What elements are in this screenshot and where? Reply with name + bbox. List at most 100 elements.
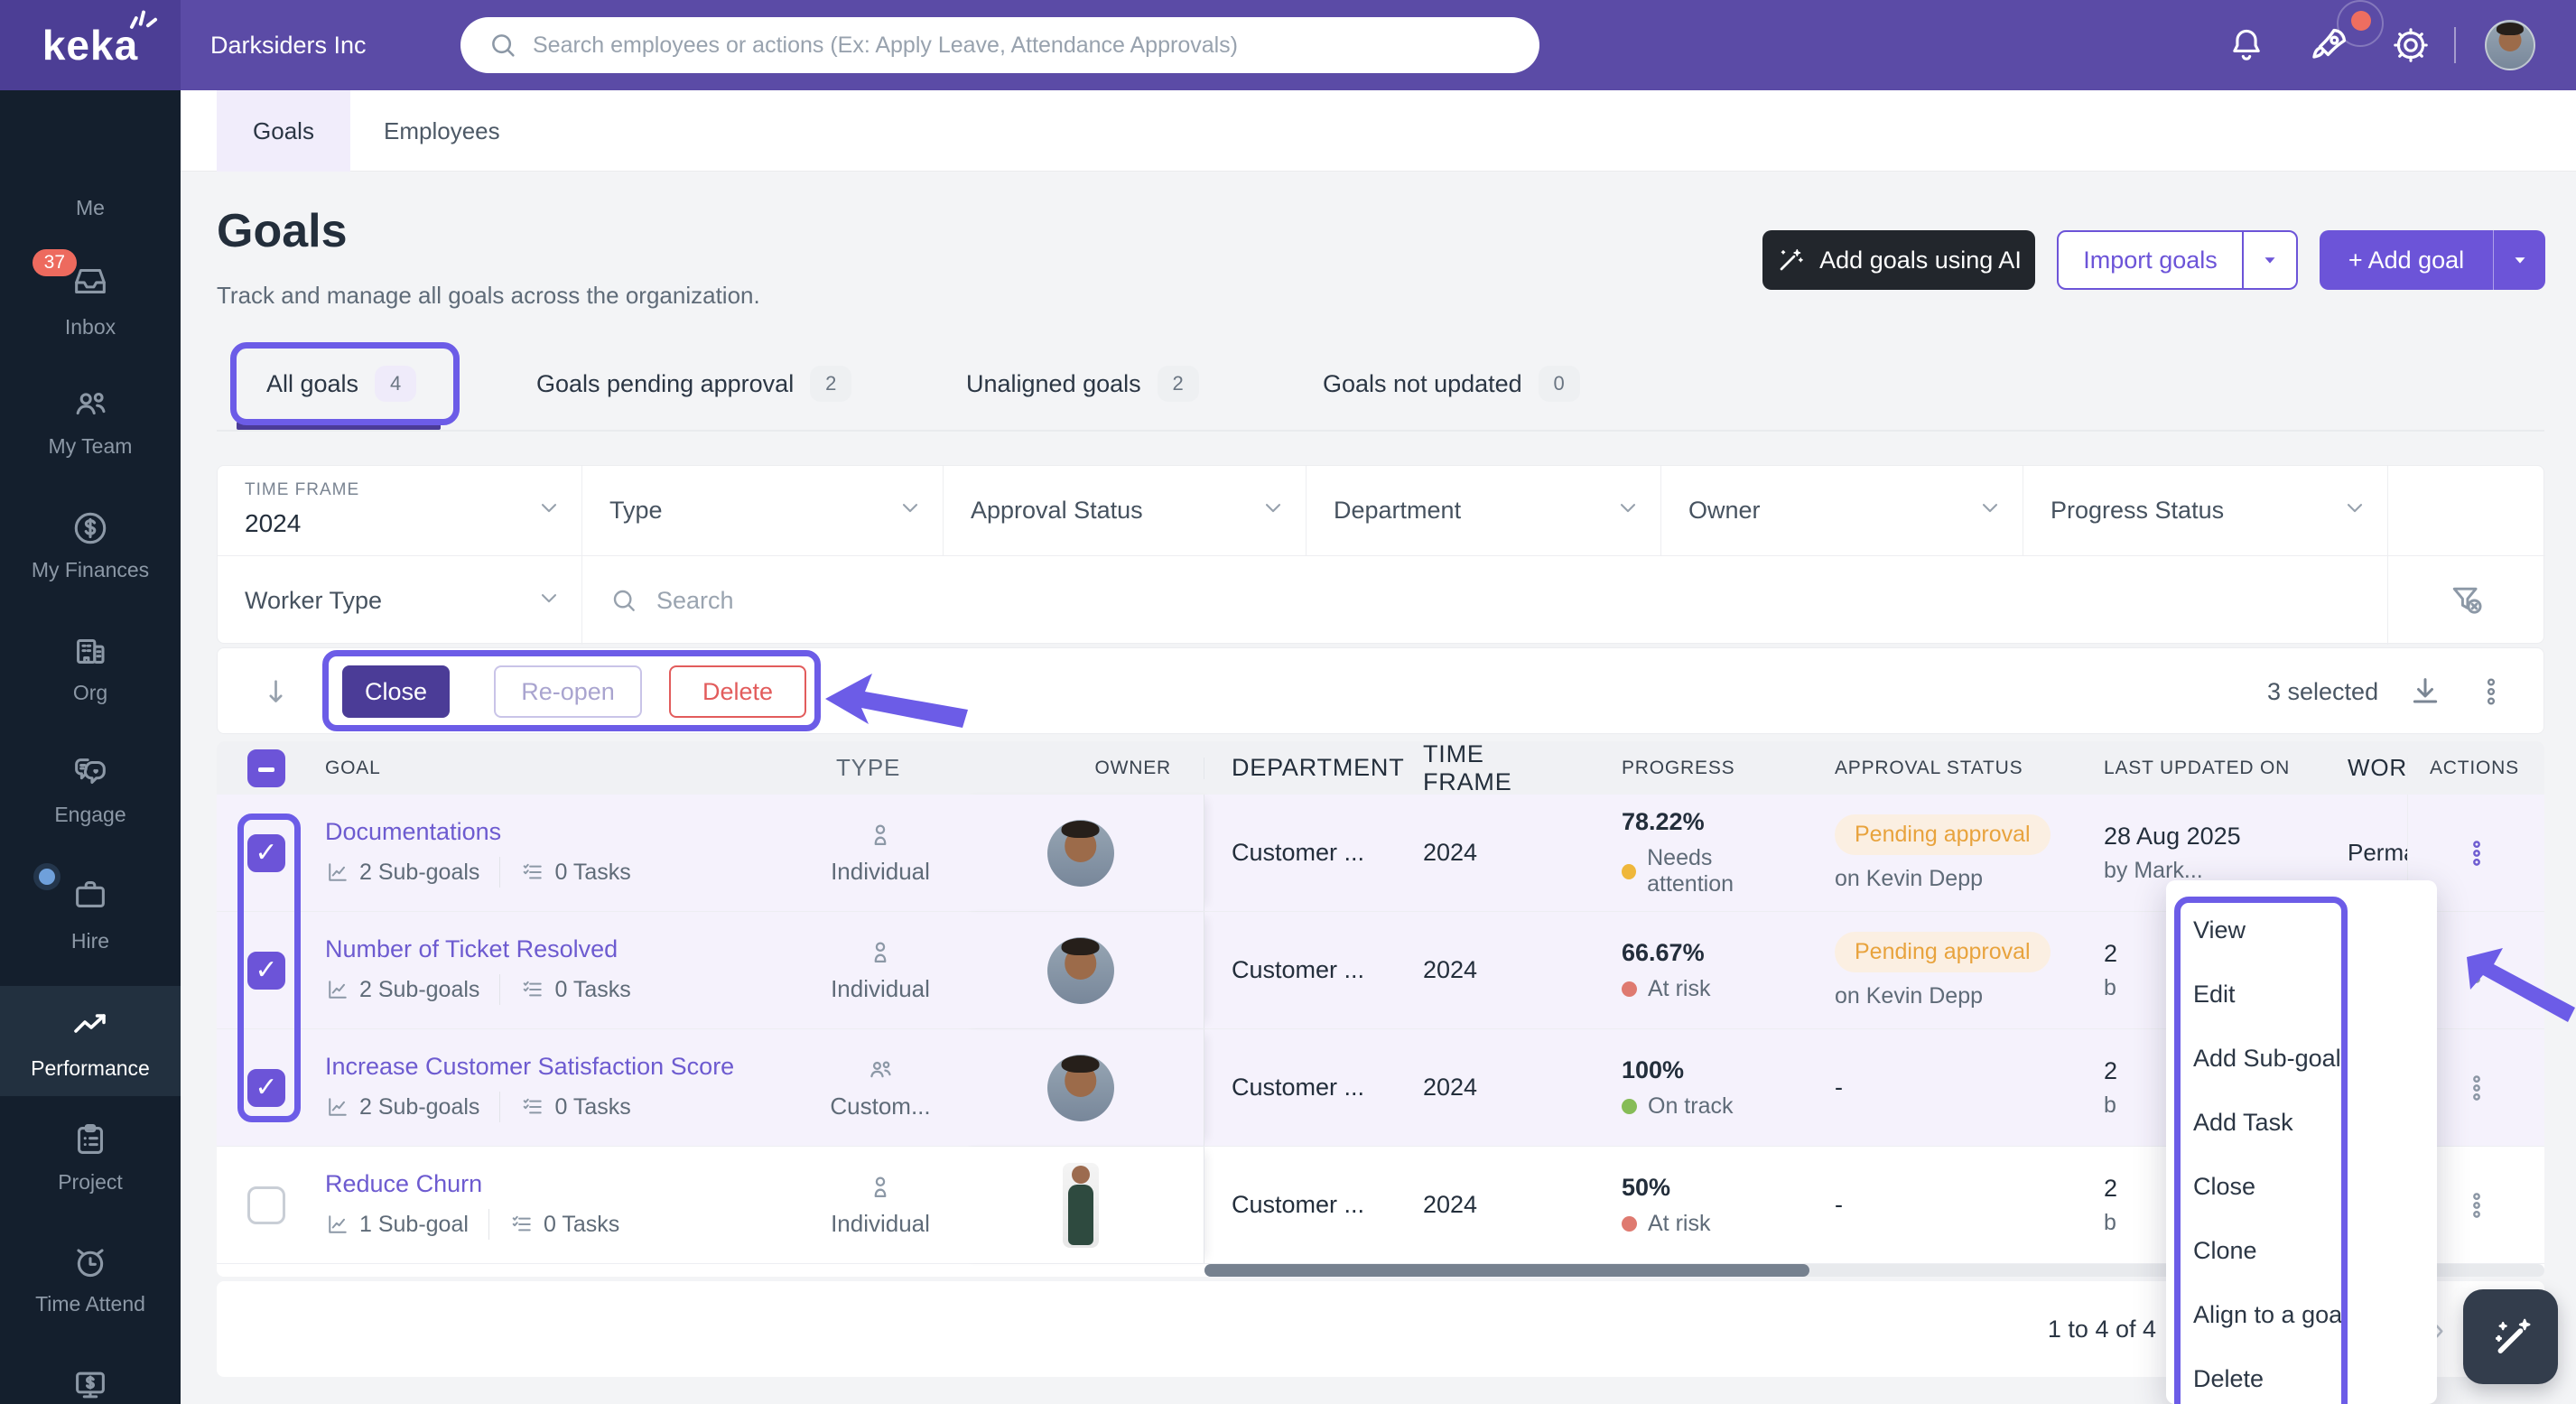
owner-avatar[interactable] — [1063, 1163, 1099, 1248]
bulk-reopen-button[interactable]: Re-open — [494, 665, 642, 718]
chevron-down-icon — [897, 495, 923, 520]
goal-link[interactable]: Number of Ticket Resolved — [325, 935, 618, 963]
sidebar-item-inbox[interactable]: 37 Inbox — [0, 260, 181, 350]
bulk-close-button[interactable]: Close — [342, 665, 450, 718]
status-dot-danger — [1622, 981, 1637, 997]
add-goal-dropdown[interactable] — [2493, 230, 2545, 290]
active-tab-underline — [237, 422, 441, 430]
row-checkbox[interactable] — [247, 1186, 285, 1224]
import-goals-dropdown[interactable] — [2242, 232, 2296, 288]
export-button[interactable] — [2407, 648, 2443, 735]
unaligned-count-badge: 2 — [1158, 366, 1199, 402]
tab-all-goals[interactable]: All goals 4 — [266, 344, 416, 423]
tab-goals-pending-approval[interactable]: Goals pending approval 2 — [536, 344, 851, 423]
bulk-delete-button[interactable]: Delete — [669, 665, 806, 718]
add-goal-button[interactable]: + Add goal — [2320, 230, 2545, 290]
import-goals-button[interactable]: Import goals — [2057, 230, 2298, 290]
column-goal[interactable]: GOAL — [316, 758, 804, 779]
keka-logo[interactable]: keka — [0, 0, 181, 90]
finances-icon — [70, 507, 111, 549]
sidebar-item-performance[interactable]: Performance — [0, 986, 181, 1096]
ai-assistant-fab[interactable] — [2463, 1289, 2558, 1384]
tab-goals[interactable]: Goals — [217, 90, 350, 172]
selected-count: 3 selected — [2267, 648, 2378, 735]
more-options-button[interactable] — [2475, 648, 2507, 735]
notification-dot — [2351, 11, 2371, 31]
sidebar-item-project[interactable]: Project — [0, 1120, 181, 1210]
tasks-icon — [509, 1212, 535, 1237]
chevron-down-icon — [536, 585, 562, 610]
individual-type-icon — [865, 1172, 896, 1203]
column-worker-type[interactable]: WORKER TYPE — [2348, 754, 2407, 782]
goal-link[interactable]: Increase Customer Satisfaction Score — [325, 1053, 734, 1081]
team-icon — [70, 384, 111, 425]
filter-approval-status[interactable]: Approval Status — [944, 466, 1307, 555]
column-type[interactable]: TYPE — [804, 754, 957, 782]
sidebar-item-engage[interactable]: Engage — [0, 752, 181, 842]
caret-down-icon — [2510, 250, 2530, 270]
filter-owner[interactable]: Owner — [1661, 466, 2023, 555]
column-progress[interactable]: PROGRESS — [1580, 758, 1797, 779]
menu-item-delete[interactable]: Delete — [2166, 1347, 2437, 1404]
progress-value: 78.22% — [1622, 808, 1705, 836]
global-search-input[interactable] — [533, 33, 1512, 59]
company-name: Darksiders Inc — [210, 0, 367, 90]
filter-type[interactable]: Type — [582, 466, 944, 555]
sidebar-item-payroll[interactable]: Payroll — [0, 1365, 181, 1404]
menu-item-align-to-goal[interactable]: Align to a goal — [2166, 1283, 2437, 1347]
filter-search-input[interactable] — [656, 587, 2360, 615]
select-all-checkbox[interactable] — [247, 749, 285, 787]
global-search[interactable] — [460, 17, 1539, 73]
column-owner[interactable]: OWNER — [957, 758, 1204, 779]
menu-item-add-task[interactable]: Add Task — [2166, 1091, 2437, 1155]
column-department[interactable]: DEPARTMENT — [1204, 754, 1409, 782]
menu-item-add-sub-goal[interactable]: Add Sub-goal — [2166, 1027, 2437, 1091]
hire-notification-dot — [39, 869, 55, 885]
kebab-menu-icon — [2461, 1073, 2492, 1103]
filter-worker-type[interactable]: Worker Type — [218, 555, 582, 645]
status-dot-success — [1622, 1099, 1637, 1114]
filter-time-frame[interactable]: TIME FRAME 2024 — [218, 466, 582, 555]
module-tab-strip: Goals Employees — [181, 90, 2576, 172]
sidebar-item-hire[interactable]: Hire — [0, 874, 181, 964]
menu-item-clone[interactable]: Clone — [2166, 1219, 2437, 1283]
menu-item-view[interactable]: View — [2166, 898, 2437, 962]
tab-goals-not-updated[interactable]: Goals not updated 0 — [1323, 344, 1580, 423]
tab-unaligned-goals[interactable]: Unaligned goals 2 — [966, 344, 1199, 423]
sidebar-item-me[interactable]: Me — [0, 185, 181, 230]
horizontal-scrollbar-thumb[interactable] — [1204, 1264, 1809, 1277]
owner-avatar[interactable] — [1047, 937, 1114, 1004]
sidebar-item-time-attend[interactable]: Time Attend — [0, 1241, 181, 1332]
user-avatar[interactable] — [2485, 20, 2535, 70]
row-checkbox[interactable] — [247, 1069, 285, 1107]
owner-avatar[interactable] — [1047, 820, 1114, 887]
owner-avatar[interactable] — [1047, 1055, 1114, 1121]
column-time-frame[interactable]: TIME FRAME — [1409, 740, 1580, 796]
sidebar-item-org[interactable]: Org — [0, 630, 181, 721]
approval-status-badge: Pending approval — [1835, 932, 2051, 972]
menu-item-close[interactable]: Close — [2166, 1155, 2437, 1219]
filter-progress-status[interactable]: Progress Status — [2023, 466, 2388, 555]
goal-link[interactable]: Reduce Churn — [325, 1170, 482, 1198]
goal-link[interactable]: Documentations — [325, 818, 501, 846]
subgoals-icon — [325, 860, 350, 885]
column-actions: ACTIONS — [2407, 758, 2544, 779]
menu-item-edit[interactable]: Edit — [2166, 962, 2437, 1027]
column-last-updated[interactable]: LAST UPDATED ON — [2068, 758, 2348, 779]
row-checkbox[interactable] — [247, 952, 285, 990]
tab-employees[interactable]: Employees — [384, 90, 500, 172]
add-goals-ai-button[interactable]: Add goals using AI — [1762, 230, 2035, 290]
notifications-button[interactable] — [2219, 0, 2274, 90]
filter-department[interactable]: Department — [1307, 466, 1661, 555]
status-dot-warning — [1622, 864, 1636, 879]
sidebar-item-my-team[interactable]: My Team — [0, 384, 181, 474]
settings-button[interactable] — [2384, 0, 2438, 90]
column-approval-status[interactable]: APPROVAL STATUS — [1797, 758, 2068, 779]
clear-filters-cell[interactable] — [2388, 555, 2545, 645]
filter-search[interactable] — [582, 555, 2388, 645]
sidebar-item-my-finances[interactable]: My Finances — [0, 507, 181, 598]
row-checkbox[interactable] — [247, 834, 285, 872]
tabs-baseline — [217, 430, 2544, 432]
engage-icon — [70, 752, 111, 794]
sort-button[interactable] — [261, 648, 293, 735]
